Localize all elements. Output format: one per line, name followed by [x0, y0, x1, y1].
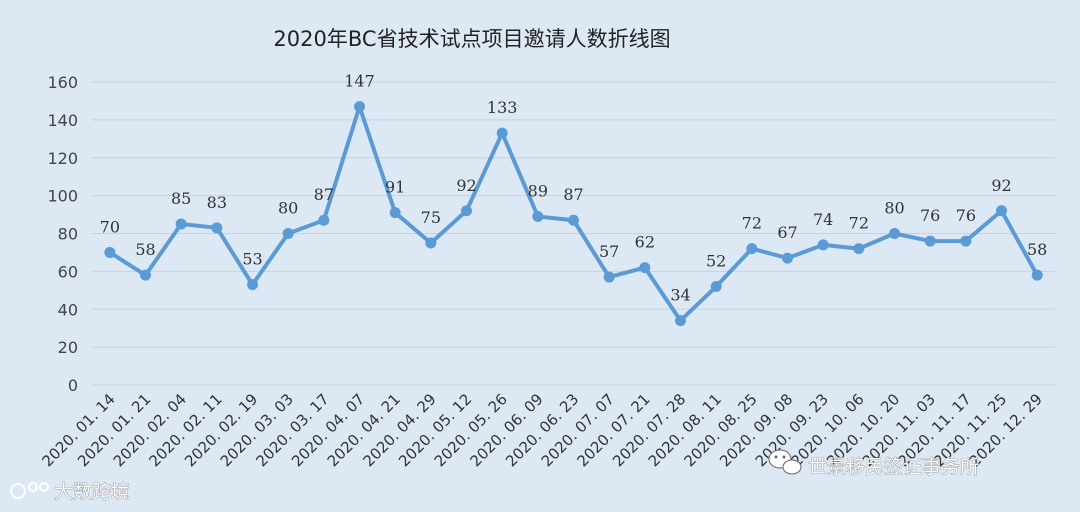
- watermark-left-text: 大数跨境: [54, 481, 130, 503]
- data-label: 133: [487, 98, 518, 117]
- watermark-right-text: 世景移民签证事务所: [808, 456, 979, 478]
- data-label: 62: [635, 233, 655, 252]
- y-tick-label: 160: [47, 73, 78, 92]
- data-point: [639, 262, 651, 274]
- data-label: 80: [884, 199, 904, 218]
- data-label: 57: [599, 242, 619, 261]
- data-label: 74: [813, 210, 833, 229]
- y-tick-label: 0: [68, 376, 78, 395]
- wechat-icon: [768, 449, 802, 475]
- data-label: 70: [100, 217, 120, 236]
- data-point: [924, 235, 936, 247]
- data-point: [710, 281, 722, 293]
- y-tick-label: 120: [47, 149, 78, 168]
- y-tick-label: 100: [47, 187, 78, 206]
- data-label: 34: [670, 286, 690, 305]
- series-layer: [104, 101, 1043, 327]
- data-point: [746, 243, 758, 255]
- data-point: [532, 210, 544, 222]
- y-tick-label: 40: [58, 300, 78, 319]
- data-point: [282, 228, 294, 239]
- data-label: 72: [849, 214, 869, 233]
- y-tick-label: 80: [58, 225, 78, 244]
- data-point: [354, 101, 365, 113]
- data-label: 85: [171, 189, 191, 208]
- data-point: [318, 214, 330, 226]
- data-label: 76: [920, 206, 940, 225]
- data-label: 92: [991, 176, 1011, 195]
- logo-icon: [10, 482, 49, 499]
- data-label: 52: [706, 252, 726, 271]
- data-point: [889, 228, 900, 239]
- chart-title: 2020年BC省技术试点项目邀请人数折线图: [273, 27, 670, 51]
- y-axis: 0 20 40 60 80 100 120 140 160: [47, 73, 78, 395]
- data-point: [853, 243, 865, 255]
- data-point: [104, 246, 116, 258]
- data-label: 58: [1027, 240, 1047, 259]
- data-label: 67: [777, 223, 797, 242]
- data-point: [996, 205, 1007, 217]
- data-label: 72: [742, 214, 762, 233]
- data-point: [140, 269, 151, 281]
- data-label: 83: [207, 193, 227, 212]
- data-point: [603, 271, 615, 283]
- data-point: [461, 205, 472, 217]
- data-label: 76: [956, 206, 976, 225]
- y-tick-label: 140: [47, 111, 78, 130]
- data-label: 89: [528, 181, 548, 200]
- data-label: 58: [135, 240, 155, 259]
- data-point: [817, 239, 829, 251]
- data-label: 92: [456, 176, 476, 195]
- data-point: [247, 279, 258, 291]
- data-labels: 70 58 85 83 53 80 87 147 91 75 92 133 89 87 57 62 34 52 72…: [100, 72, 1048, 305]
- data-label: 75: [421, 208, 441, 227]
- data-label: 147: [344, 72, 375, 91]
- data-label: 91: [385, 178, 405, 197]
- data-point: [568, 214, 579, 226]
- data-label: 87: [563, 185, 583, 204]
- data-point: [1031, 269, 1043, 281]
- data-point: [389, 207, 401, 219]
- data-point: [175, 218, 187, 230]
- data-point: [496, 127, 508, 139]
- y-tick-label: 20: [58, 338, 78, 357]
- data-point: [211, 222, 223, 234]
- data-point: [675, 315, 686, 327]
- watermark-right: 世景移民签证事务所: [768, 449, 979, 478]
- data-point: [425, 237, 437, 249]
- data-label: 53: [242, 250, 262, 269]
- watermark-left: 大数跨境: [10, 481, 130, 503]
- data-label: 80: [278, 199, 298, 218]
- data-point: [960, 235, 972, 247]
- y-tick-label: 60: [58, 262, 78, 281]
- data-label: 87: [314, 185, 334, 204]
- gridlines: [92, 81, 1055, 386]
- data-point: [782, 252, 793, 264]
